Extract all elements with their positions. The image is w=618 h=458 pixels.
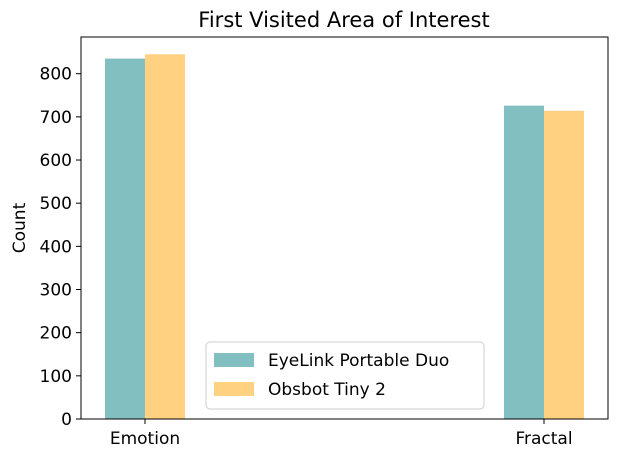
x-tick-label: Emotion bbox=[110, 429, 180, 449]
y-axis-label: Count bbox=[10, 202, 30, 253]
y-tick-label: 100 bbox=[40, 367, 72, 387]
y-tick-label: 600 bbox=[40, 151, 72, 171]
y-tick-label: 300 bbox=[40, 281, 72, 301]
y-tick-label: 200 bbox=[40, 324, 72, 344]
x-axis: Emotion Fractal bbox=[110, 419, 573, 449]
legend-swatch bbox=[214, 382, 254, 396]
bar-fractal-series-2 bbox=[544, 110, 584, 419]
legend: EyeLink Portable Duo Obsbot Tiny 2 bbox=[205, 341, 485, 410]
y-tick-label: 0 bbox=[61, 410, 72, 430]
legend-box bbox=[205, 341, 485, 410]
y-tick-label: 400 bbox=[40, 237, 72, 257]
y-tick-label: 500 bbox=[40, 194, 72, 214]
bar-emotion-series-1 bbox=[105, 58, 145, 420]
bar-emotion-series-2 bbox=[145, 54, 185, 420]
x-tick-label: Fractal bbox=[515, 429, 572, 449]
legend-label: EyeLink Portable Duo bbox=[268, 351, 449, 371]
y-tick-label: 800 bbox=[40, 65, 72, 85]
bar-fractal-series-1 bbox=[504, 105, 544, 420]
chart-title: First Visited Area of Interest bbox=[198, 8, 489, 32]
plot-frame bbox=[80, 36, 609, 420]
y-tick-label: 700 bbox=[40, 108, 72, 128]
legend-label: Obsbot Tiny 2 bbox=[268, 380, 386, 400]
bars-group bbox=[105, 54, 584, 420]
y-axis: 0 100 200 300 400 500 600 700 800 bbox=[40, 65, 81, 430]
legend-swatch bbox=[214, 353, 254, 367]
